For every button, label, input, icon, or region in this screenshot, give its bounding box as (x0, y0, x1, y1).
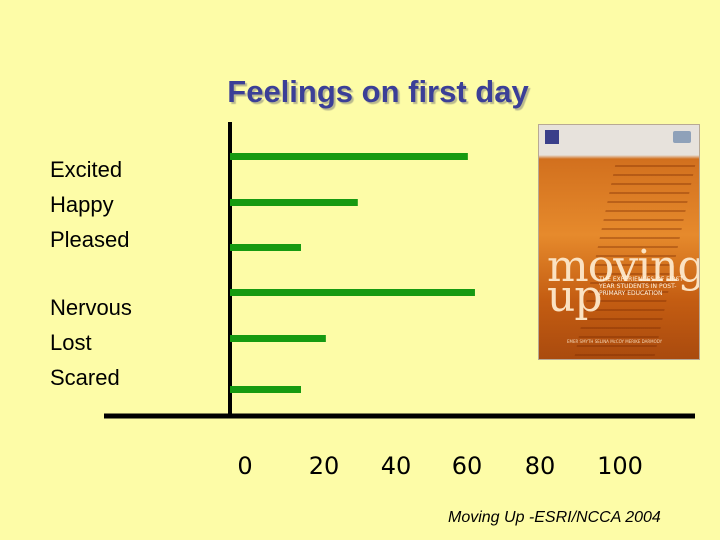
x-tick-label-60: 60 (451, 452, 483, 480)
bar-scared (230, 386, 301, 393)
cover-subtitle: THE EXPERIENCES OF FIRST-YEAR STUDENTS I… (599, 276, 685, 297)
bar-happy (230, 199, 358, 206)
category-label-nervous: Nervous (50, 295, 132, 320)
category-label-scared: Scared (50, 365, 120, 390)
bar-lost (230, 335, 326, 342)
bar-nervous (230, 289, 475, 296)
x-tick-label-40: 40 (380, 452, 412, 480)
x-tick-label-100: 100 (597, 452, 643, 480)
x-tick-label-80: 80 (524, 452, 556, 480)
x-tick-label-0: 0 (237, 452, 253, 480)
ncca-logo-icon (673, 131, 691, 143)
bar-excited (230, 153, 468, 160)
x-tick-label-20: 20 (308, 452, 340, 480)
category-label-happy: Happy (50, 192, 114, 217)
source-caption: Moving Up -ESRI/NCCA 2004 (448, 509, 661, 526)
cover-authors: EMER SMYTH SELINA McCOY MERIKE DARMODY (567, 339, 663, 344)
category-label-lost: Lost (50, 330, 92, 355)
category-label-pleased: Pleased (50, 227, 130, 252)
book-cover-image: moving up THE EXPERIENCES OF FIRST-YEAR … (538, 124, 700, 360)
esri-logo-icon (545, 130, 559, 144)
category-label-excited: Excited (50, 157, 123, 182)
chart-title: Feelings on first day (227, 74, 529, 109)
bar-pleased (230, 244, 301, 251)
cover-title-moving: moving (547, 241, 700, 292)
cover-title-up: up (547, 271, 603, 322)
